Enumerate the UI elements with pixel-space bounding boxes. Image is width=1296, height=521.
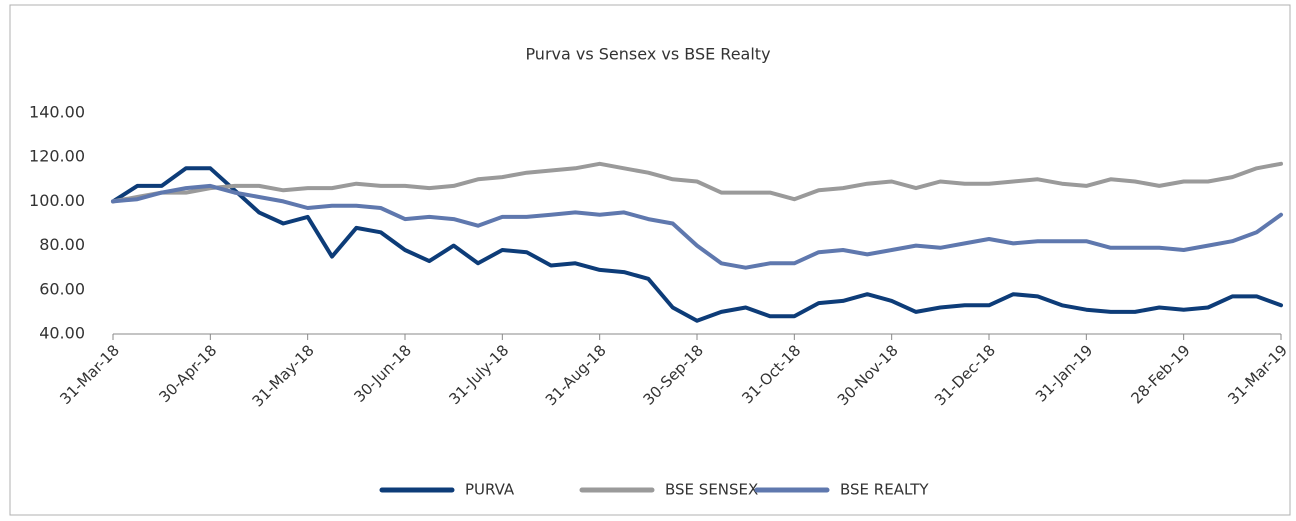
legend-label: BSE REALTY (840, 481, 929, 499)
x-tick-label: 30-Nov-18 (834, 341, 902, 409)
series-line (111, 161, 1283, 204)
series-line (111, 166, 1283, 323)
x-tick-label: 31-Mar-18 (56, 341, 123, 408)
x-tick-label: 31-Aug-18 (542, 341, 610, 409)
x-tick-label: 28-Feb-19 (1128, 341, 1194, 407)
x-tick-label: 31-Oct-18 (738, 341, 804, 407)
x-tick-label: 31-July-18 (445, 341, 512, 408)
legend-label: BSE SENSEX (665, 481, 758, 499)
x-tick-label: 30-Jun-18 (350, 341, 415, 406)
y-tick-label: 120.00 (29, 147, 85, 166)
y-tick-label: 40.00 (39, 324, 85, 343)
x-tick-label: 31-May-18 (249, 341, 318, 410)
x-tick-label: 31-Mar-19 (1224, 341, 1291, 408)
x-tick-label: 30-Apr-18 (156, 341, 221, 406)
x-tick-label: 31-Jan-19 (1032, 341, 1096, 405)
x-tick-label: 30-Sep-18 (640, 341, 707, 408)
chart-title: Purva vs Sensex vs BSE Realty (525, 45, 770, 64)
y-tick-label: 140.00 (29, 103, 85, 122)
x-tick-label: 31-Dec-18 (931, 341, 999, 409)
legend-label: PURVA (465, 481, 515, 499)
y-tick-label: 80.00 (39, 235, 85, 254)
y-tick-label: 100.00 (29, 191, 85, 210)
y-tick-label: 60.00 (39, 279, 85, 298)
series-line (111, 183, 1283, 270)
chart-border (9, 4, 1291, 516)
